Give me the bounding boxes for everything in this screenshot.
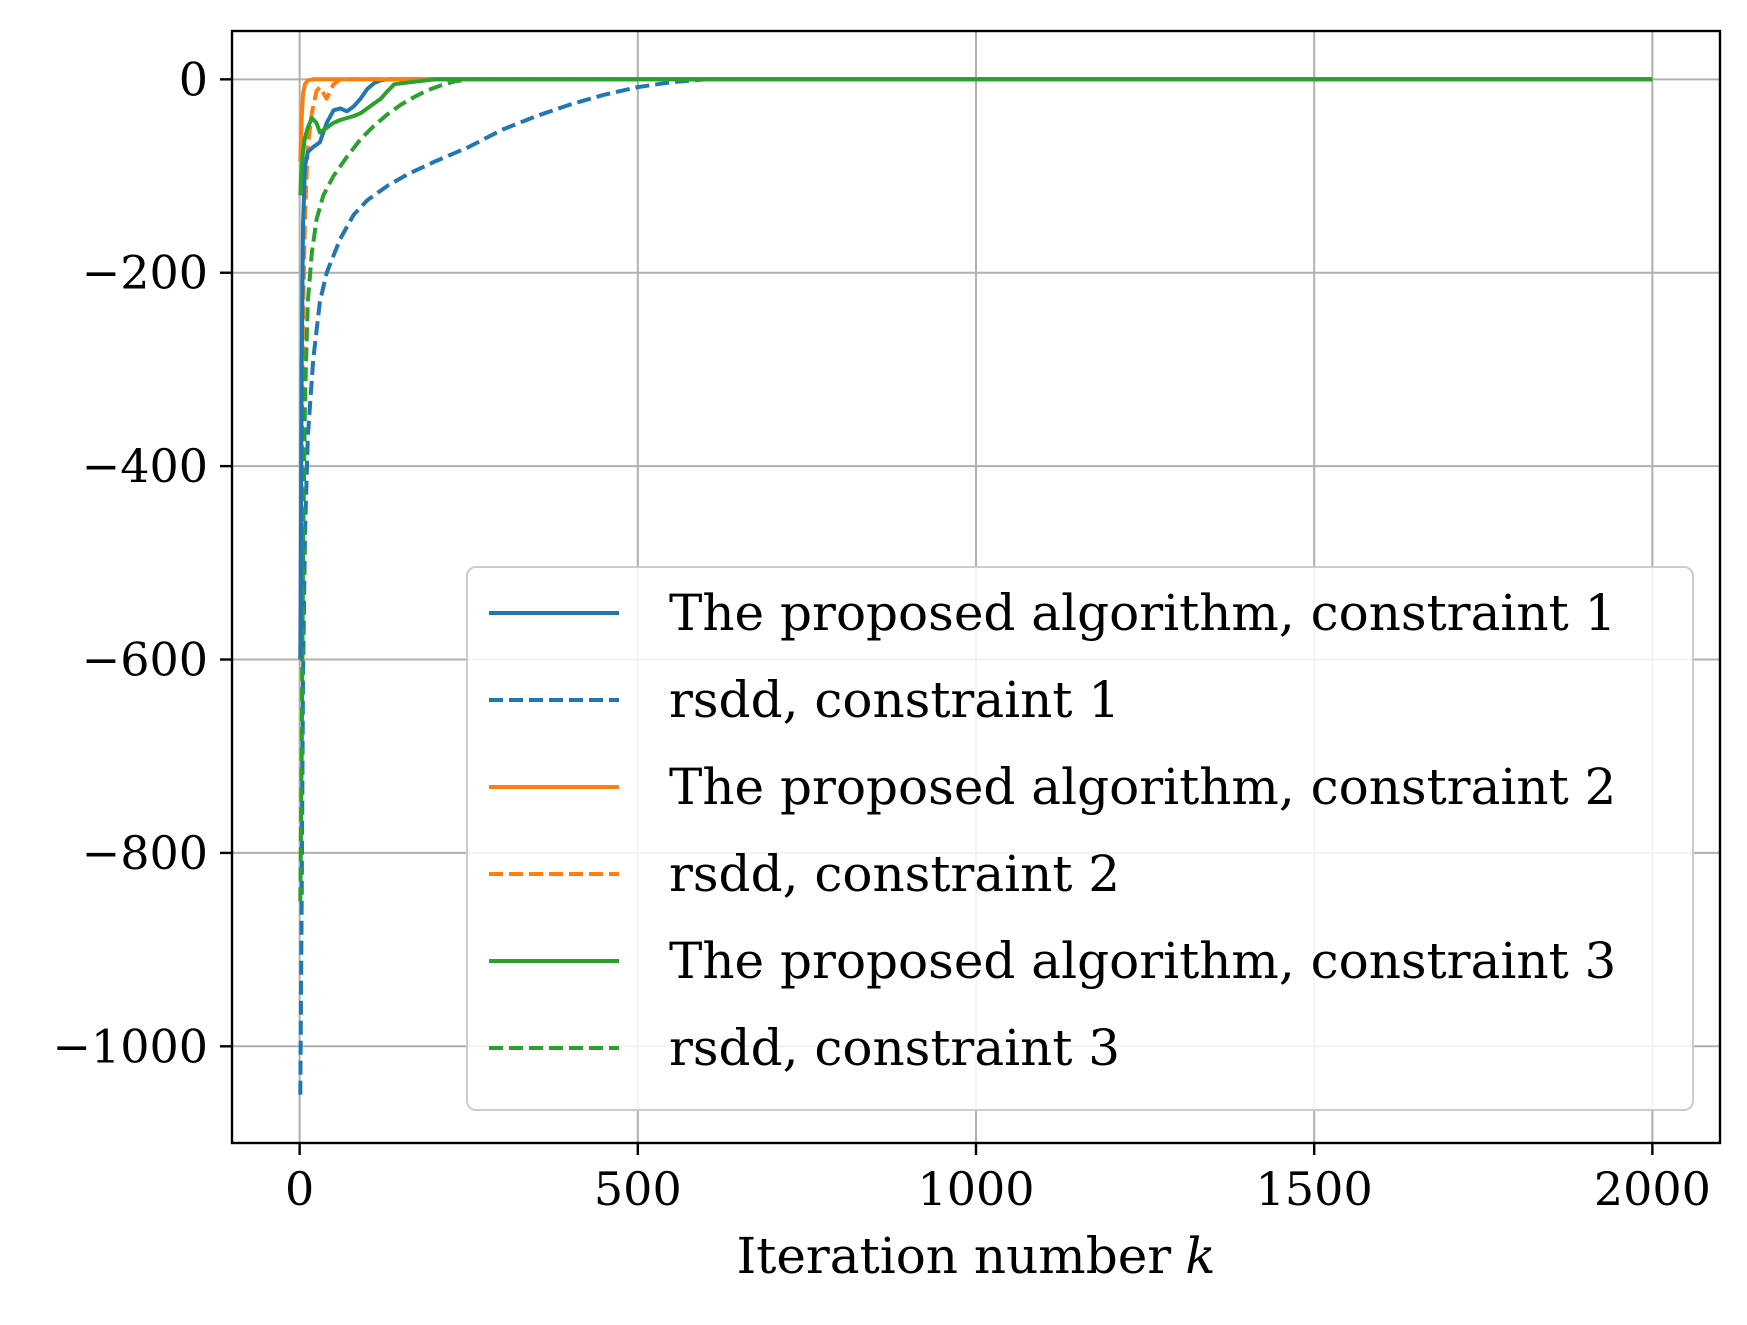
legend-label-1: The proposed algorithm, constraint 1 [669,584,1616,642]
x-axis-label: Iteration number k [736,1227,1215,1285]
y-tick-label: −200 [82,246,208,300]
x-axis-label-text: Iteration number [736,1227,1171,1285]
y-tick-label: −1000 [52,1019,208,1073]
series-line-6 [298,77,1653,902]
x-tick-label: 0 [285,1162,314,1216]
y-tick-label: −400 [82,439,208,493]
y-tick-label: −600 [82,633,208,687]
x-tick-label: 500 [594,1162,682,1216]
x-tick-label: 1500 [1256,1162,1373,1216]
x-tick-label: 1000 [917,1162,1034,1216]
legend-label-6: rsdd, constraint 3 [669,1019,1120,1077]
x-axis-label-variable: k [1185,1227,1215,1285]
legend-label-4: rsdd, constraint 2 [669,845,1120,903]
legend-label-5: The proposed algorithm, constraint 3 [669,932,1616,990]
series-line-5 [298,77,1653,196]
x-tick-label: 2000 [1594,1162,1711,1216]
series-lines [298,77,1653,1095]
legend-box [466,566,1694,1111]
y-tick-label: 0 [179,52,208,106]
axis-ticks: 0 500 1000 1500 2000 0 −200 −400 −600 −800 −1000 [52,52,1711,1216]
legend-label-3: The proposed algorithm, constraint 2 [669,758,1616,816]
legend-label-2: rsdd, constraint 1 [669,671,1120,729]
legend: The proposed algorithm, constraint 1 rsdd… [466,566,1694,1111]
y-tick-label: −800 [82,826,208,880]
